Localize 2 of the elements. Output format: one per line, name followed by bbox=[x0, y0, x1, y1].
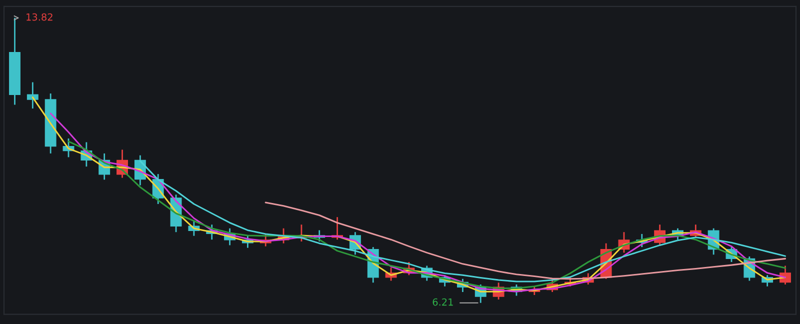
annotation: 13.82 bbox=[26, 13, 52, 21]
annotation: 6.21 bbox=[432, 298, 453, 306]
